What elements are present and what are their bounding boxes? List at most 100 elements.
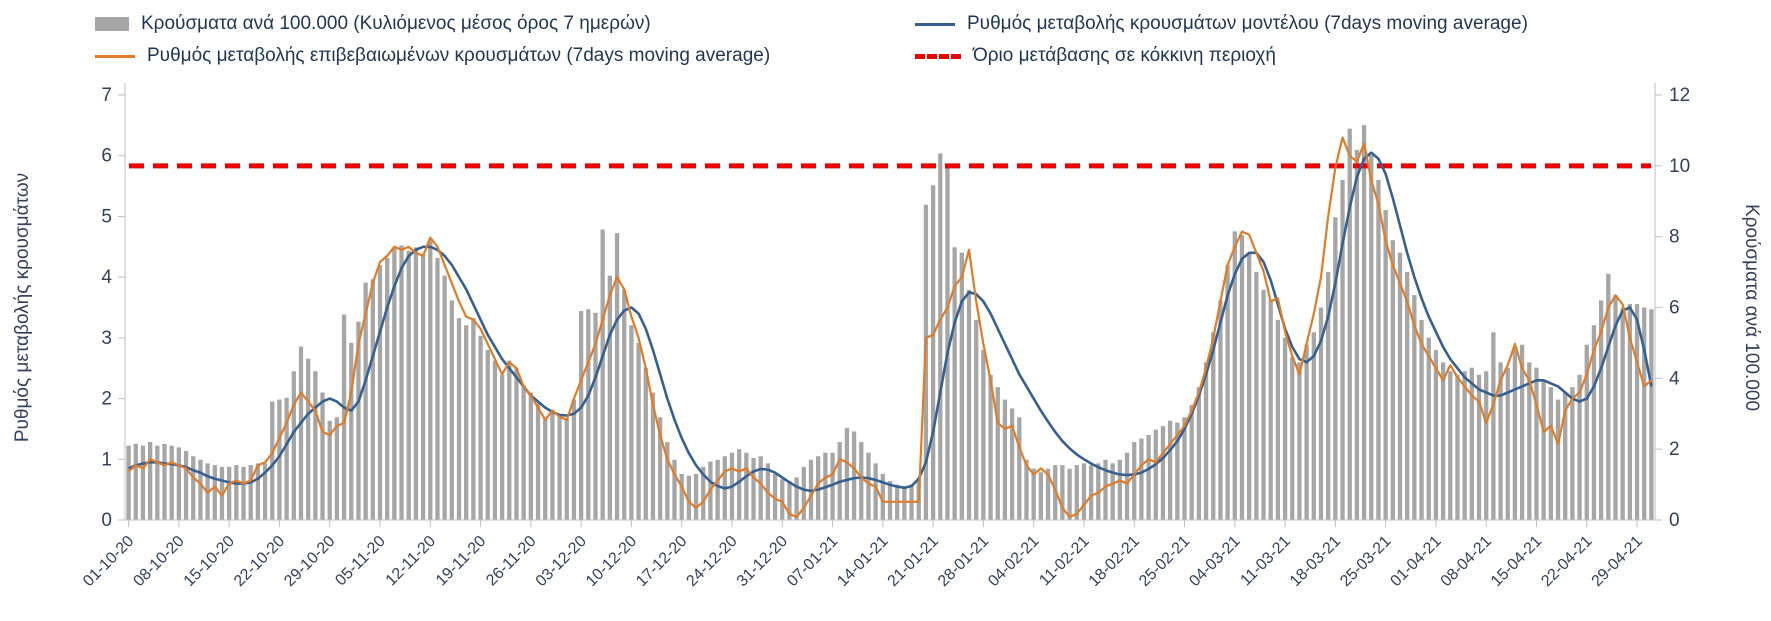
bar bbox=[327, 420, 332, 520]
bar bbox=[413, 247, 419, 521]
bar bbox=[198, 459, 203, 520]
bar bbox=[428, 240, 433, 520]
bar bbox=[248, 465, 253, 520]
bar bbox=[1282, 337, 1288, 520]
bar bbox=[133, 443, 138, 520]
bar bbox=[1232, 231, 1237, 520]
bar bbox=[399, 245, 404, 520]
x-axis-tick-label: 24-12-20 bbox=[683, 533, 740, 590]
x-axis-tick-label: 17-12-20 bbox=[633, 533, 690, 590]
bar bbox=[1318, 307, 1324, 520]
bar bbox=[1527, 362, 1532, 520]
bar bbox=[191, 456, 196, 520]
bar bbox=[1347, 128, 1352, 520]
bar bbox=[126, 445, 131, 521]
bar bbox=[593, 312, 598, 520]
bar bbox=[406, 250, 411, 520]
bar bbox=[672, 459, 677, 520]
bar-swatch-icon bbox=[95, 17, 129, 31]
bar bbox=[1326, 272, 1331, 520]
bar bbox=[930, 185, 936, 520]
bar bbox=[1261, 289, 1266, 520]
x-axis-tick-label: 22-10-20 bbox=[231, 533, 288, 590]
x-axis-tick-label: 11-03-21 bbox=[1237, 533, 1294, 590]
right-axis-title: Κρούσματα ανά 100.000 bbox=[1741, 204, 1762, 411]
bar bbox=[1469, 367, 1474, 520]
legend-label: Όριο μετάβασης σε κόκκινη περιοχή bbox=[973, 45, 1276, 66]
bar bbox=[787, 481, 792, 520]
bar bbox=[1117, 459, 1123, 520]
x-axis-tick-label: 28-01-21 bbox=[935, 533, 992, 590]
bar bbox=[622, 289, 627, 520]
bar bbox=[341, 314, 347, 520]
bar bbox=[816, 456, 821, 520]
bar bbox=[801, 466, 806, 521]
bar bbox=[1088, 465, 1094, 520]
bar bbox=[140, 445, 146, 521]
x-axis-tick-label: 22-04-21 bbox=[1538, 533, 1595, 590]
bar bbox=[334, 417, 340, 520]
bar bbox=[385, 257, 390, 520]
bar bbox=[600, 229, 605, 520]
dashed-line-swatch-icon bbox=[915, 53, 961, 59]
bar bbox=[1519, 344, 1525, 520]
bar bbox=[1433, 350, 1439, 520]
bar bbox=[1189, 404, 1194, 520]
legend-label: Ρυθμός μεταβολής κρουσμάτων μοντέλου (7d… bbox=[967, 13, 1528, 34]
legend-label: Κρούσματα ανά 100.000 (Κυλιόμενος μέσος … bbox=[141, 13, 651, 34]
bar bbox=[356, 321, 361, 520]
bar bbox=[1405, 272, 1410, 520]
confirmed-rate-line bbox=[127, 136, 1653, 519]
bar bbox=[212, 465, 217, 520]
bar bbox=[578, 311, 584, 520]
bar bbox=[607, 275, 613, 521]
bar bbox=[349, 342, 354, 520]
bar bbox=[1620, 307, 1625, 520]
bar bbox=[1627, 303, 1633, 520]
bar bbox=[1074, 465, 1079, 520]
bar bbox=[959, 252, 964, 520]
left-axis-tick-label: 0 bbox=[101, 510, 112, 531]
bar bbox=[147, 442, 153, 520]
bar bbox=[155, 445, 160, 521]
bar bbox=[485, 350, 490, 520]
bar bbox=[1534, 367, 1539, 520]
x-axis-tick-label: 11-02-21 bbox=[1036, 533, 1093, 590]
bar bbox=[1225, 265, 1230, 520]
bar bbox=[1110, 463, 1115, 520]
bar bbox=[830, 452, 835, 520]
bar bbox=[1139, 438, 1144, 520]
left-axis-tick-label: 3 bbox=[101, 328, 112, 349]
bar bbox=[1002, 399, 1008, 520]
bar bbox=[1333, 217, 1338, 520]
bar bbox=[938, 153, 943, 520]
right-axis-tick-label: 2 bbox=[1669, 439, 1680, 460]
bar bbox=[1045, 468, 1051, 520]
bar bbox=[564, 419, 569, 520]
bar bbox=[320, 392, 325, 520]
x-axis-tick-label: 01-10-20 bbox=[80, 533, 137, 590]
x-axis-tick-label: 18-03-21 bbox=[1287, 533, 1344, 590]
bar bbox=[1476, 374, 1482, 520]
bar bbox=[162, 443, 167, 520]
bar bbox=[715, 459, 720, 520]
bar bbox=[701, 466, 706, 521]
bar bbox=[1505, 367, 1510, 520]
x-axis-tick-label: 04-03-21 bbox=[1186, 533, 1243, 590]
bar bbox=[1455, 374, 1460, 520]
bar bbox=[751, 458, 756, 520]
bar bbox=[902, 486, 907, 520]
x-axis-tick-label: 25-02-21 bbox=[1136, 533, 1193, 590]
bar bbox=[1160, 426, 1166, 520]
bar bbox=[1182, 417, 1187, 520]
bar bbox=[1254, 272, 1259, 520]
bar bbox=[1239, 234, 1245, 520]
left-axis-tick-label: 1 bbox=[101, 449, 112, 470]
bar bbox=[1577, 374, 1582, 520]
bar bbox=[1124, 452, 1130, 520]
bar bbox=[794, 477, 799, 520]
bar bbox=[780, 479, 785, 520]
bar bbox=[1268, 300, 1273, 520]
bar bbox=[557, 417, 562, 520]
